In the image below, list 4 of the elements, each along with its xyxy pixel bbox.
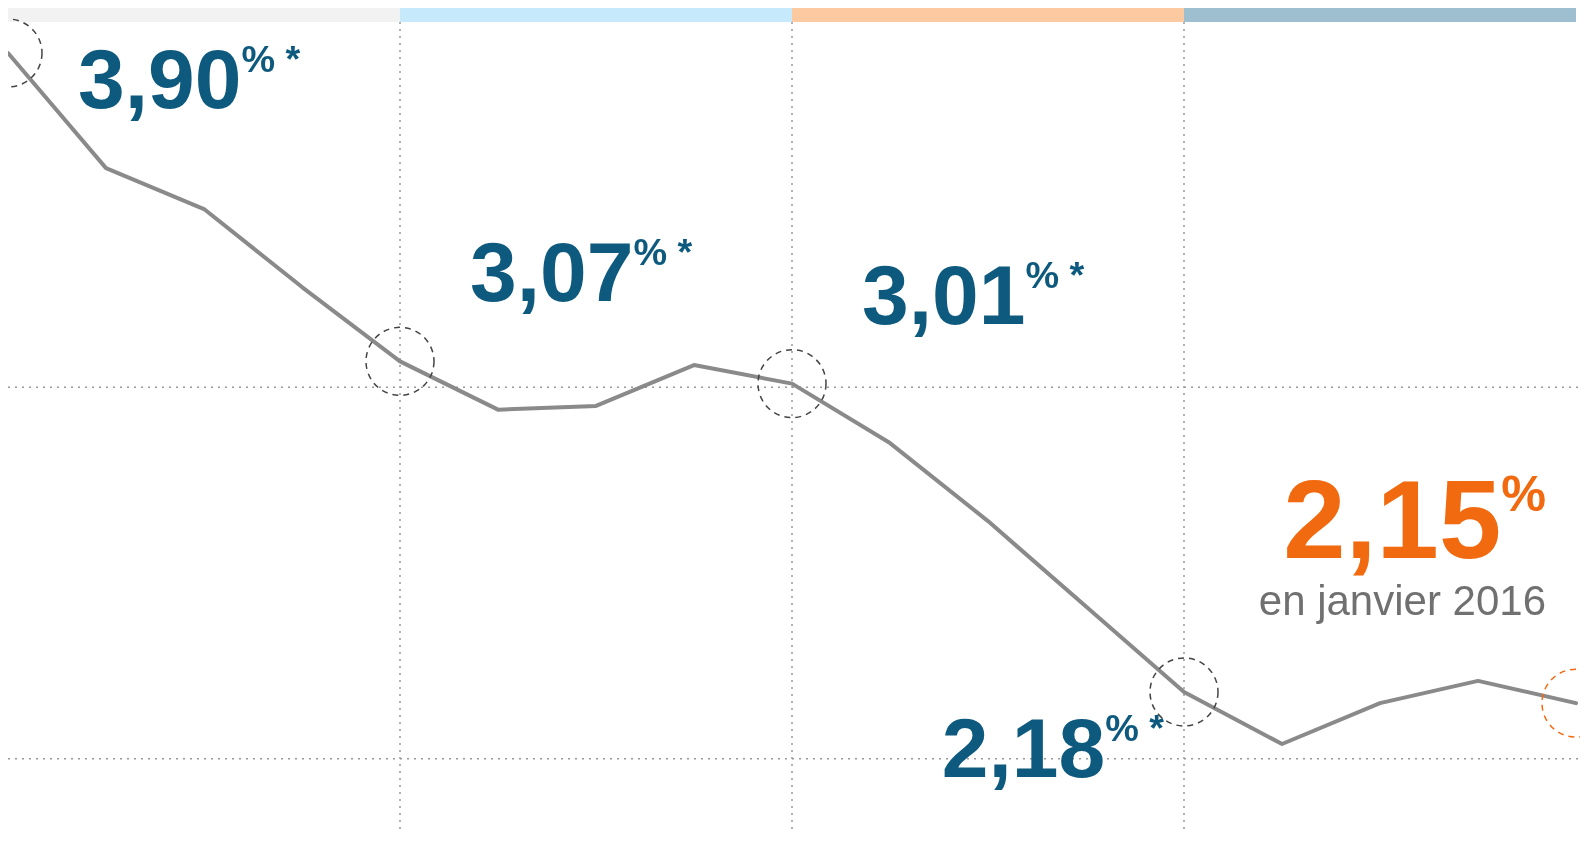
data-label: 3,07$^{% *}$ <box>470 225 693 320</box>
data-label: 3,90$^{% *}$ <box>78 32 301 126</box>
data-label: 2,18$^{% *}$ <box>941 700 1165 795</box>
data-label: 3,01$^{% *}$ <box>862 247 1085 342</box>
